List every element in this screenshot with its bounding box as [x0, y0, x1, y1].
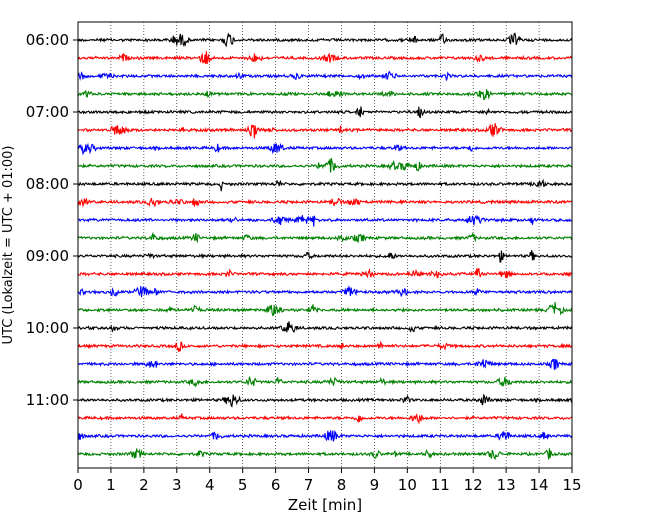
x-tick-label: 12 [464, 476, 483, 494]
seismogram-trace [77, 89, 573, 101]
seismogram-trace [77, 123, 573, 139]
plot-frame [77, 21, 573, 469]
seismogram-trace [77, 393, 573, 408]
x-tick-label: 15 [562, 476, 581, 494]
x-tick-label: 2 [139, 476, 149, 494]
vertical-grid [110, 22, 540, 468]
seismogram-trace [77, 157, 573, 173]
seismogram-trace [77, 430, 573, 442]
x-tick-label: 8 [337, 476, 347, 494]
x-tick-label: 13 [497, 476, 516, 494]
x-tick-label: 3 [172, 476, 182, 494]
x-axis-ticks: 0 1 2 3 4 5 6 7 8 9 10 11 12 13 14 15 [73, 468, 582, 494]
x-tick-label: 9 [370, 476, 380, 494]
seismogram-trace [77, 250, 573, 264]
x-tick-label: 14 [530, 476, 549, 494]
seismogram-trace [77, 267, 573, 279]
seismogram-trace [77, 301, 573, 317]
seismogram-trace [77, 106, 573, 119]
x-tick-label: 4 [205, 476, 215, 494]
seismogram-traces [77, 32, 573, 461]
y-tick-label: 08:00 [26, 175, 69, 193]
y-axis-label: UTC (Lokalzeit = UTC + 01:00) [1, 146, 16, 345]
seismogram-trace [77, 32, 573, 48]
y-tick-label: 07:00 [26, 103, 69, 121]
x-tick-label: 5 [238, 476, 248, 494]
seismogram-trace [77, 376, 573, 388]
seismogram-trace [77, 448, 573, 461]
x-tick-label: 1 [106, 476, 116, 494]
x-tick-label: 10 [398, 476, 417, 494]
x-axis-label: Zeit [min] [288, 496, 362, 514]
seismogram-trace [77, 284, 573, 298]
seismogram-trace [77, 340, 573, 353]
x-tick-label: 6 [271, 476, 281, 494]
seismogram-trace [77, 214, 573, 227]
seismogram-trace [77, 178, 573, 192]
y-tick-label: 10:00 [26, 319, 69, 337]
seismogram-trace [77, 321, 573, 334]
seismogram-trace [77, 358, 573, 370]
seismogram-trace [77, 413, 573, 425]
seismogram-trace [77, 231, 573, 244]
seismogram-trace [77, 70, 573, 82]
x-tick-label: 0 [73, 476, 83, 494]
y-axis-ticks: 06:00 07:00 08:00 09:00 10:00 11:00 [26, 31, 78, 409]
y-tick-label: 09:00 [26, 247, 69, 265]
x-tick-label: 11 [431, 476, 450, 494]
seismogram-trace [77, 142, 573, 156]
y-tick-label: 11:00 [26, 391, 69, 409]
seismogram-trace [77, 51, 573, 65]
seismogram-trace [77, 197, 573, 208]
x-tick-label: 7 [304, 476, 314, 494]
y-tick-label: 06:00 [26, 31, 69, 49]
